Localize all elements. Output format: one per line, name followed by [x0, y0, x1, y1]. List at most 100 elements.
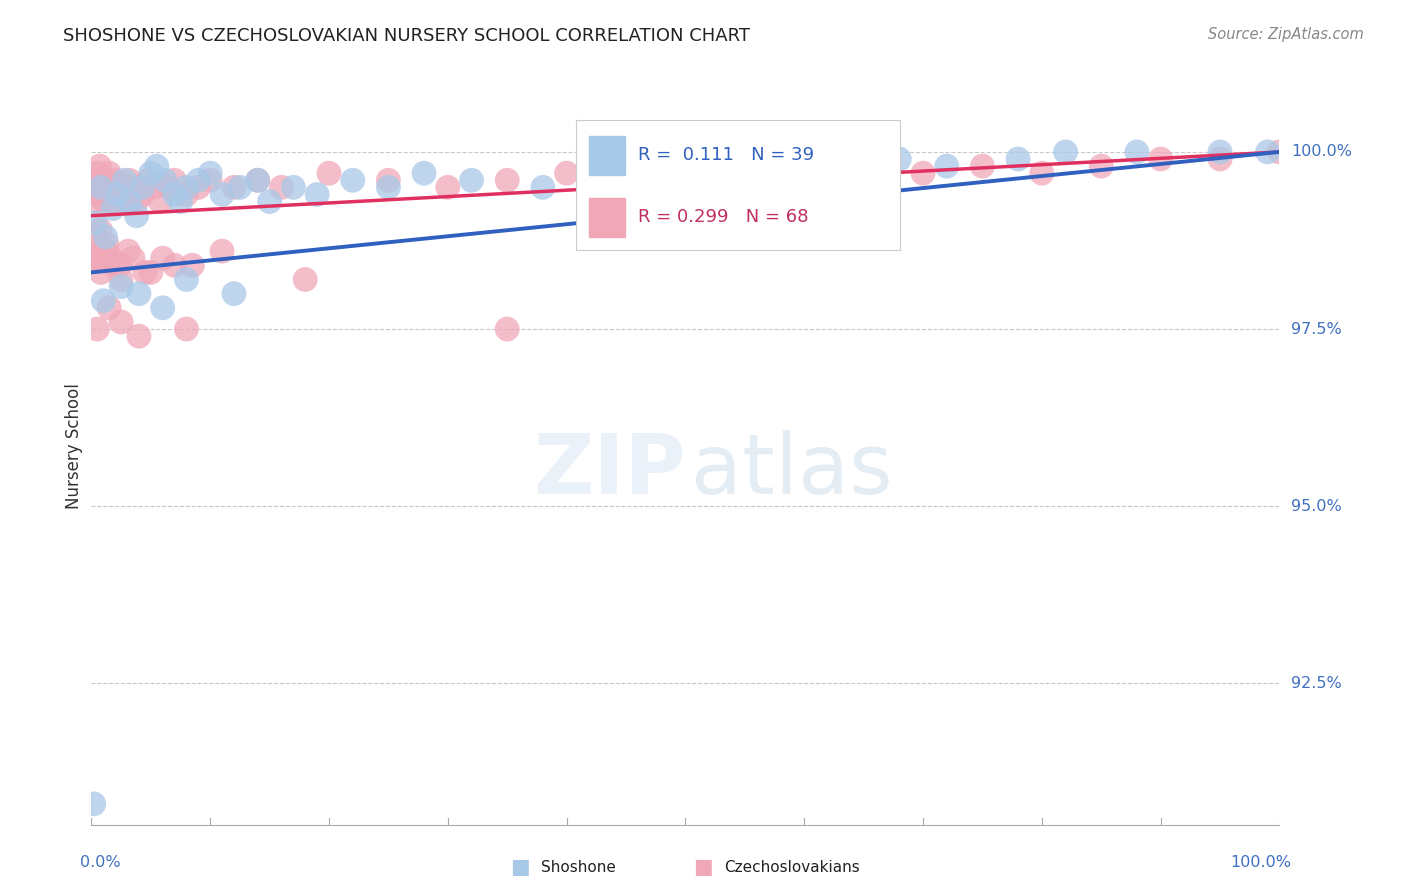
Point	[187, 180, 209, 194]
Point	[211, 187, 233, 202]
Point	[128, 286, 150, 301]
Text: SHOSHONE VS CZECHOSLOVAKIAN NURSERY SCHOOL CORRELATION CHART: SHOSHONE VS CZECHOSLOVAKIAN NURSERY SCHO…	[63, 27, 751, 45]
Point	[246, 173, 269, 187]
Point	[110, 180, 132, 194]
Point	[114, 173, 136, 187]
Point	[911, 166, 934, 180]
Point	[101, 258, 124, 272]
Y-axis label: Nursery School: Nursery School	[65, 383, 83, 509]
Point	[149, 194, 172, 209]
Point	[90, 180, 112, 194]
Point	[200, 173, 222, 187]
Point	[114, 194, 136, 209]
Point	[1054, 145, 1077, 159]
Point	[82, 180, 104, 194]
Point	[1007, 152, 1029, 166]
Point	[100, 180, 122, 194]
Text: ■: ■	[510, 857, 530, 877]
Point	[104, 173, 127, 187]
Point	[86, 166, 108, 180]
Point	[496, 322, 519, 336]
Point	[460, 173, 482, 187]
Point	[651, 159, 673, 173]
Point	[91, 293, 114, 308]
Point	[115, 180, 138, 194]
Point	[413, 166, 436, 180]
Point	[377, 180, 399, 194]
Point	[89, 159, 111, 173]
Point	[84, 187, 107, 202]
Point	[91, 173, 114, 187]
Text: Source: ZipAtlas.com: Source: ZipAtlas.com	[1208, 27, 1364, 42]
Text: 100.0%: 100.0%	[1230, 855, 1291, 871]
Text: 97.5%: 97.5%	[1291, 322, 1343, 336]
Point	[1090, 159, 1112, 173]
Point	[107, 187, 129, 202]
Point	[139, 166, 162, 180]
Point	[134, 265, 156, 279]
Point	[222, 286, 245, 301]
Point	[436, 180, 458, 194]
Point	[94, 230, 117, 244]
Point	[229, 180, 252, 194]
Point	[889, 152, 911, 166]
Point	[169, 194, 191, 209]
Point	[1126, 145, 1149, 159]
Text: Shoshone: Shoshone	[541, 860, 616, 874]
Text: Czechoslovakians: Czechoslovakians	[724, 860, 860, 874]
Point	[122, 187, 145, 202]
Point	[122, 251, 145, 265]
Text: atlas: atlas	[692, 430, 893, 511]
Point	[90, 187, 112, 202]
Point	[1149, 152, 1171, 166]
Point	[117, 244, 139, 259]
Point	[673, 173, 696, 187]
Point	[817, 159, 839, 173]
Point	[93, 194, 115, 209]
Point	[579, 166, 602, 180]
Point	[94, 173, 117, 187]
Point	[84, 251, 107, 265]
Point	[152, 301, 174, 315]
Point	[110, 315, 132, 329]
Point	[83, 194, 105, 209]
Point	[259, 194, 281, 209]
Point	[86, 322, 108, 336]
Point	[157, 180, 180, 194]
Text: 95.0%: 95.0%	[1291, 499, 1343, 514]
Point	[176, 322, 198, 336]
Point	[163, 173, 186, 187]
Point	[1209, 145, 1232, 159]
Point	[139, 265, 162, 279]
Point	[531, 180, 554, 194]
Point	[187, 173, 209, 187]
Point	[110, 272, 132, 286]
Point	[200, 166, 222, 180]
Text: 92.5%: 92.5%	[1291, 676, 1343, 691]
FancyBboxPatch shape	[589, 136, 624, 175]
Point	[176, 180, 198, 194]
Point	[211, 244, 233, 259]
Point	[83, 797, 105, 811]
Point	[91, 180, 114, 194]
Point	[90, 265, 112, 279]
Point	[153, 173, 176, 187]
Point	[1257, 145, 1279, 159]
Point	[118, 194, 141, 209]
Point	[318, 166, 340, 180]
Point	[100, 251, 122, 265]
Point	[145, 159, 167, 173]
Point	[87, 180, 110, 194]
Point	[972, 159, 994, 173]
Point	[734, 166, 756, 180]
Point	[176, 187, 198, 202]
Point	[131, 180, 153, 194]
Point	[294, 272, 316, 286]
Point	[84, 216, 107, 230]
FancyBboxPatch shape	[589, 198, 624, 237]
Point	[94, 244, 117, 259]
Point	[96, 237, 118, 252]
Point	[98, 166, 121, 180]
Point	[118, 173, 141, 187]
Point	[108, 258, 131, 272]
